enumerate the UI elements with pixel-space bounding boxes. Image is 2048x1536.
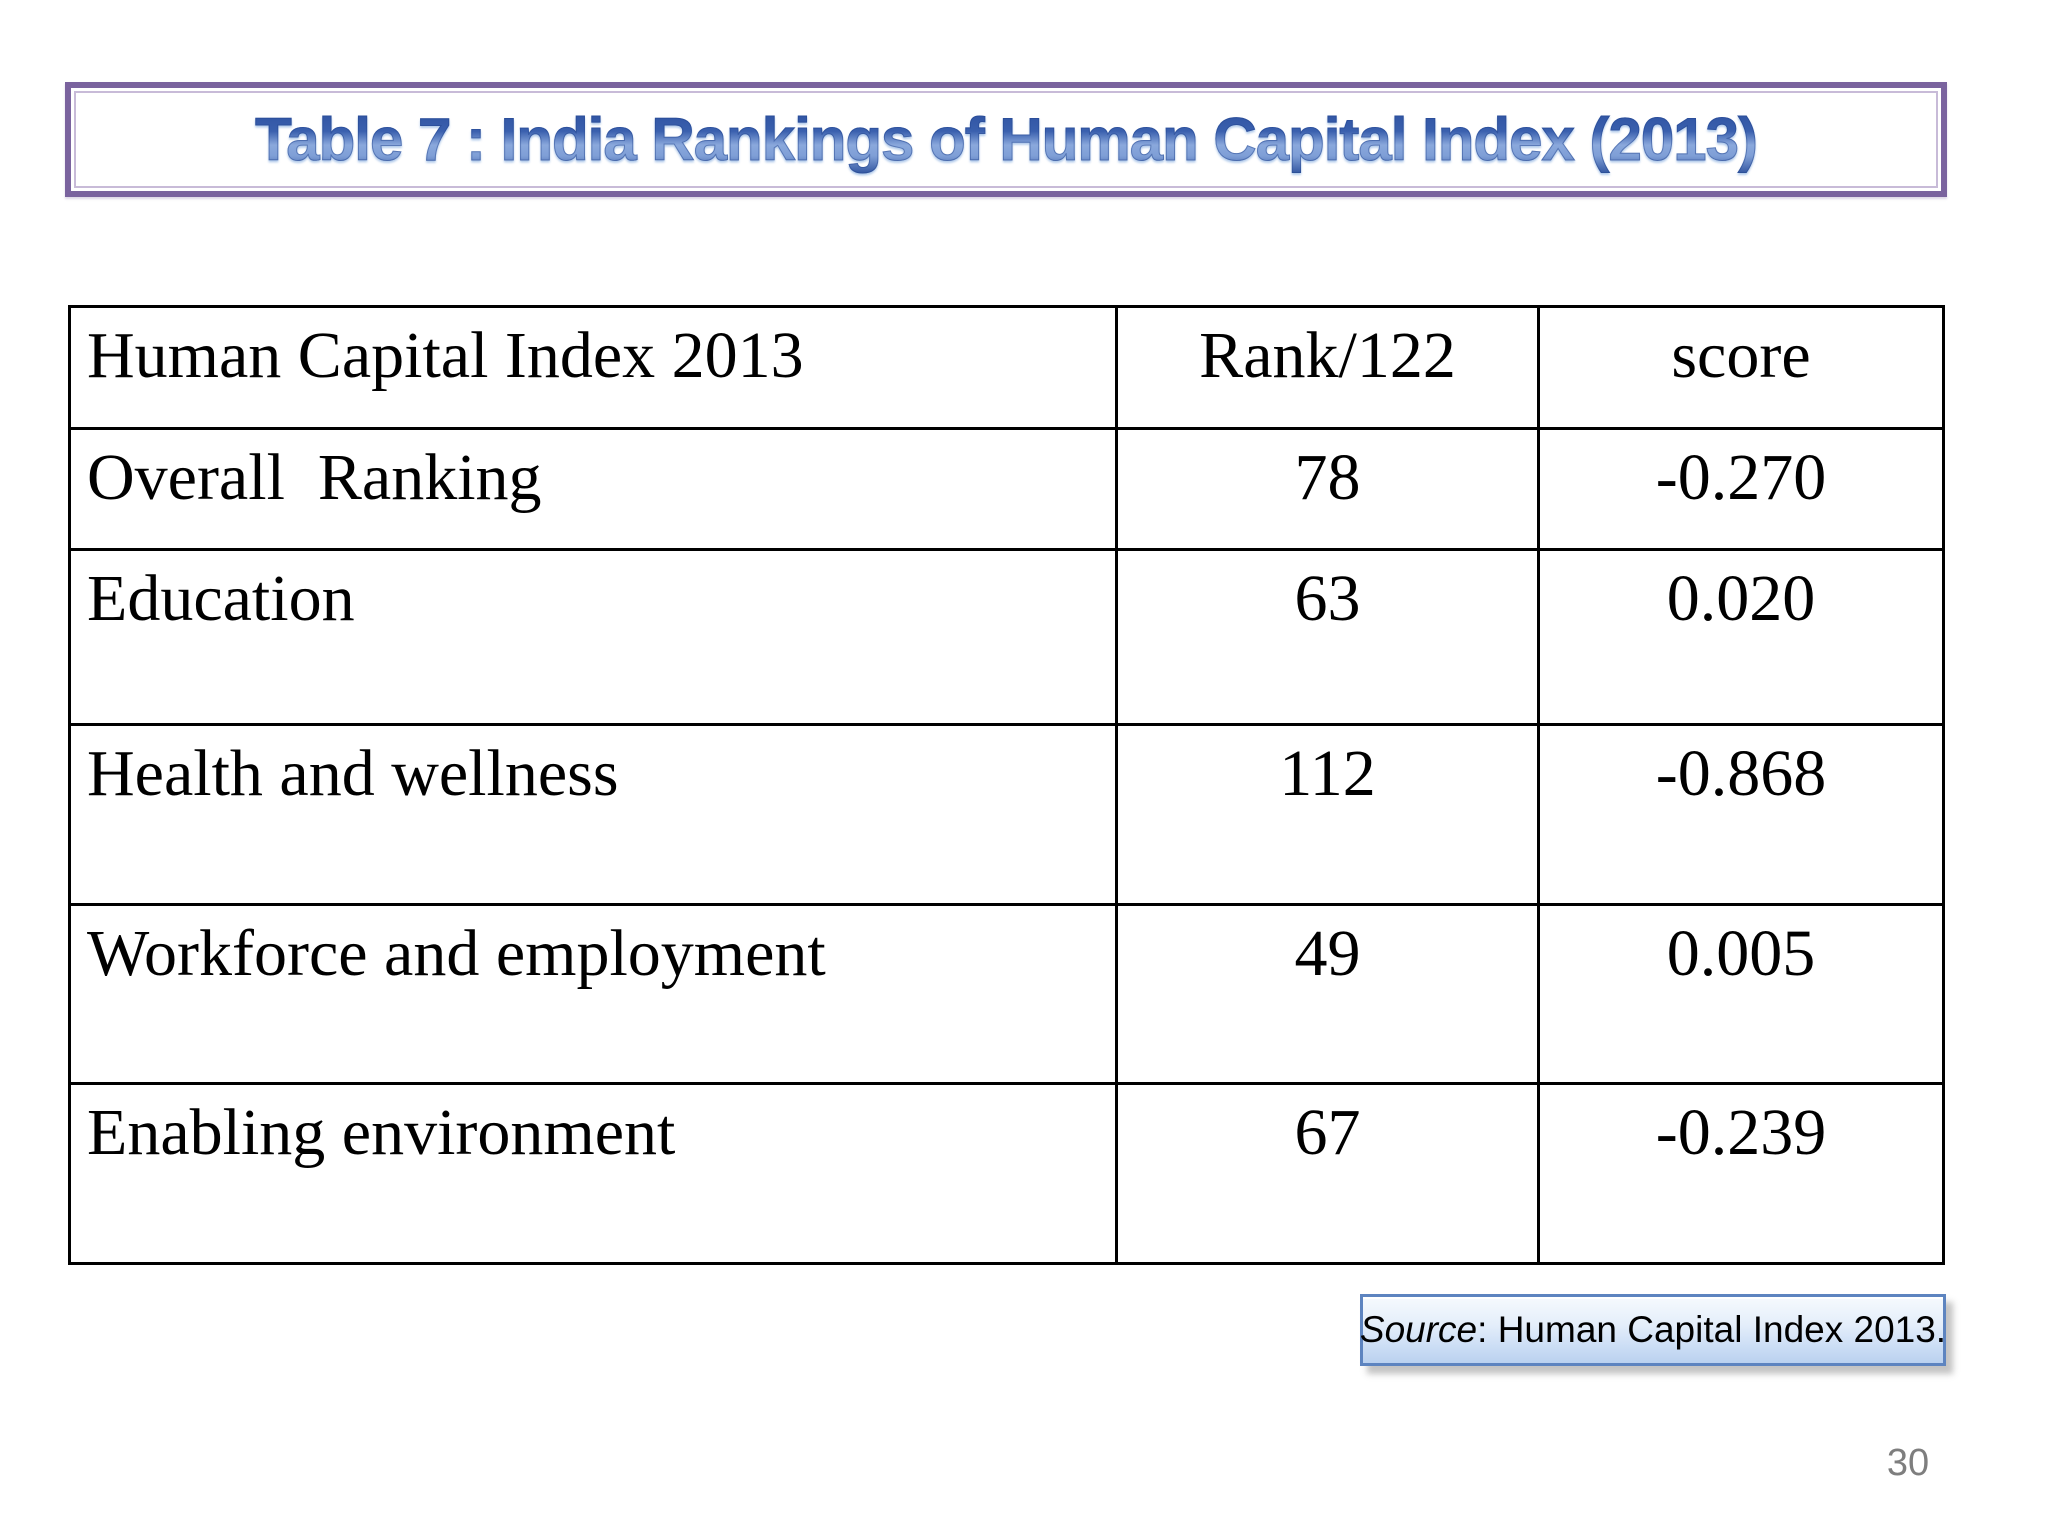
header-index-name: Human Capital Index 2013 bbox=[68, 305, 1118, 430]
header-score: score bbox=[1537, 305, 1945, 430]
source-box: Source: Human Capital Index 2013. bbox=[1360, 1294, 1946, 1366]
row-score: 0.020 bbox=[1537, 548, 1945, 726]
source-label: Source bbox=[1359, 1309, 1478, 1350]
source-text: : Human Capital Index 2013. bbox=[1477, 1309, 1947, 1350]
row-label: Workforce and employment bbox=[68, 903, 1118, 1085]
title-box: Table 7 : India Rankings of Human Capita… bbox=[65, 82, 1947, 197]
table-row: Enabling environment 67 -0.239 bbox=[68, 1082, 1945, 1265]
row-label: Health and wellness bbox=[68, 723, 1118, 906]
row-label: Education bbox=[68, 548, 1118, 726]
slide-title: Table 7 : India Rankings of Human Capita… bbox=[255, 106, 1759, 174]
row-rank: 67 bbox=[1115, 1082, 1540, 1265]
row-label: Enabling environment bbox=[68, 1082, 1118, 1265]
row-score: -0.868 bbox=[1537, 723, 1945, 906]
row-score: 0.005 bbox=[1537, 903, 1945, 1085]
row-score: -0.270 bbox=[1537, 427, 1945, 551]
table-header-row: Human Capital Index 2013 Rank/122 score bbox=[68, 305, 1945, 430]
table-row: Health and wellness 112 -0.868 bbox=[68, 723, 1945, 906]
table-row: Workforce and employment 49 0.005 bbox=[68, 903, 1945, 1085]
row-rank: 63 bbox=[1115, 548, 1540, 726]
hci-rankings-table: Human Capital Index 2013 Rank/122 score … bbox=[68, 305, 1945, 1265]
table-row: Overall Ranking 78 -0.270 bbox=[68, 427, 1945, 551]
row-label: Overall Ranking bbox=[68, 427, 1118, 551]
row-rank: 78 bbox=[1115, 427, 1540, 551]
table-row: Education 63 0.020 bbox=[68, 548, 1945, 726]
row-rank: 112 bbox=[1115, 723, 1540, 906]
row-rank: 49 bbox=[1115, 903, 1540, 1085]
header-rank: Rank/122 bbox=[1115, 305, 1540, 430]
row-score: -0.239 bbox=[1537, 1082, 1945, 1265]
page-number: 30 bbox=[1886, 1442, 1930, 1484]
